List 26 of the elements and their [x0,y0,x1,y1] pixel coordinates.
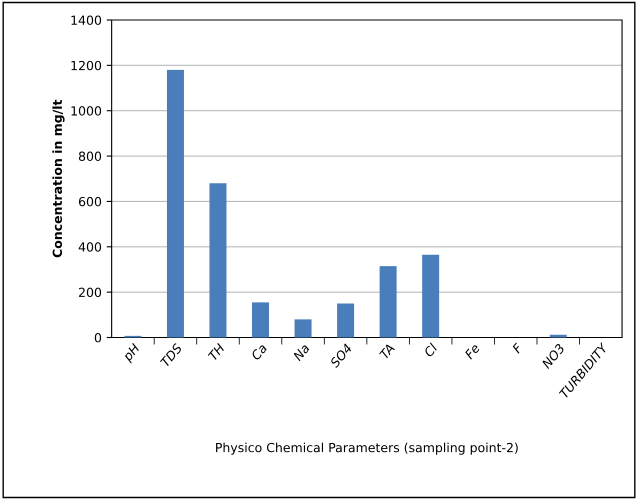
x-tick-label: Cl [423,342,438,358]
x-tick-label: TH [208,342,226,362]
bar [209,183,226,338]
bar [422,254,440,338]
y-tick-label: 600 [78,196,102,206]
bar [337,303,354,338]
x-tick-label: TA [379,343,395,360]
x-tick-label: Ca [250,343,268,361]
x-tick-label: Fe [464,343,480,360]
x-tick-label: pH [122,342,142,364]
bar [294,319,312,338]
bar [550,334,567,338]
y-axis-title: Concentration in mg/lt [52,100,65,258]
y-tick-label: 1000 [71,106,102,116]
y-tick-label: 1200 [71,60,102,70]
y-tick-label: 200 [78,288,102,298]
bar [166,70,184,338]
x-tick-label: Na [292,343,310,362]
bar [252,302,270,338]
bar [380,266,397,338]
y-tick-label: 0 [94,332,102,342]
y-tick-label: 800 [78,152,102,161]
y-tick-label: 1400 [71,15,102,25]
y-tick-label: 400 [78,242,102,252]
x-tick-label: F [512,342,524,354]
x-axis-title: Physico Chemical Parameters (sampling point-2) [216,442,518,455]
